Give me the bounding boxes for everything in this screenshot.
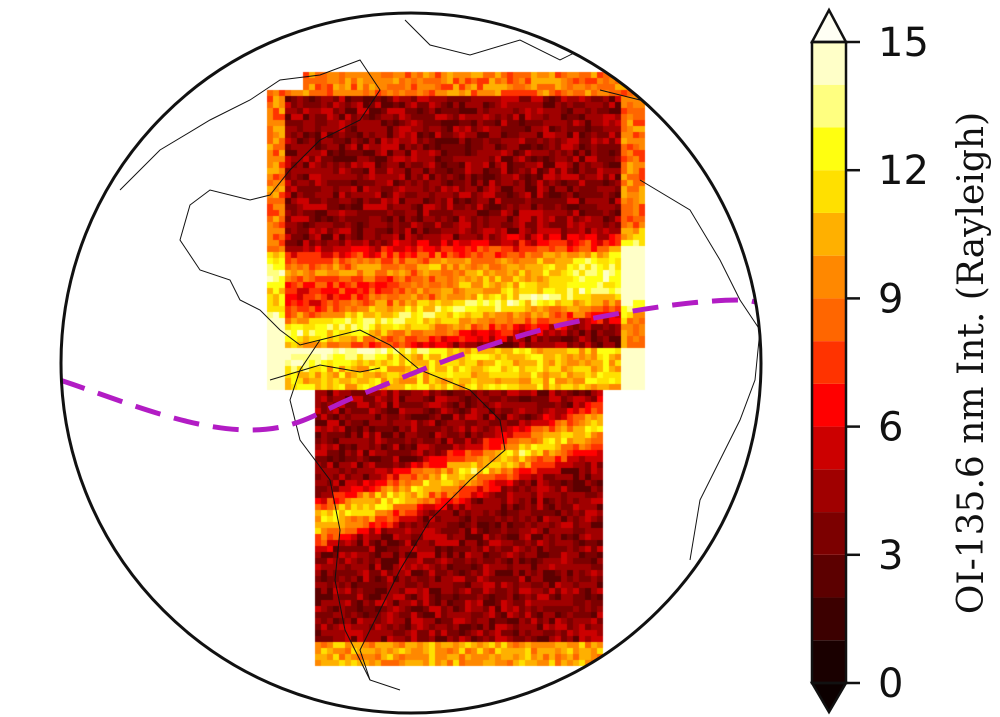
colorbar-tick-label: 6 xyxy=(878,405,903,451)
colorbar-extend-under xyxy=(809,681,849,715)
colorbar-bin xyxy=(812,42,846,85)
colorbar-bin xyxy=(812,127,846,171)
colorbar-tick-label: 12 xyxy=(878,148,929,194)
colorbar-bin xyxy=(812,512,846,555)
colorbar-bin xyxy=(812,84,846,128)
colorbar-bin xyxy=(812,341,846,384)
colorbar-bin xyxy=(812,212,846,256)
airglow-intensity-heatmap xyxy=(61,13,761,713)
colorbar-bin xyxy=(812,426,846,470)
colorbar-bin xyxy=(812,255,846,299)
colorbar-tick-label: 3 xyxy=(878,533,903,579)
colorbar: 0 3 6 9 12 15 OI-135.6 nm Int. (Rayleigh) xyxy=(809,7,992,715)
colorbar-tick-label: 0 xyxy=(878,661,903,707)
colorbar-tick-label: 9 xyxy=(878,276,903,322)
colorbar-extend-over xyxy=(809,7,849,44)
colorbar-bin xyxy=(812,469,846,513)
globe-outline xyxy=(59,11,763,715)
colorbar-label: OI-135.6 nm Int. (Rayleigh) xyxy=(951,112,992,614)
colorbar-bin xyxy=(812,298,846,342)
colorbar-bin xyxy=(812,383,846,427)
globe-map xyxy=(59,11,763,715)
colorbar-tick-label: 15 xyxy=(878,20,929,66)
colorbar-bin xyxy=(812,640,846,683)
colorbar-bin xyxy=(812,170,846,213)
magnetic-equator-line xyxy=(61,297,761,433)
colorbar-bin xyxy=(812,597,846,641)
colorbar-bin xyxy=(812,554,846,598)
colorbar-frame xyxy=(810,40,848,685)
